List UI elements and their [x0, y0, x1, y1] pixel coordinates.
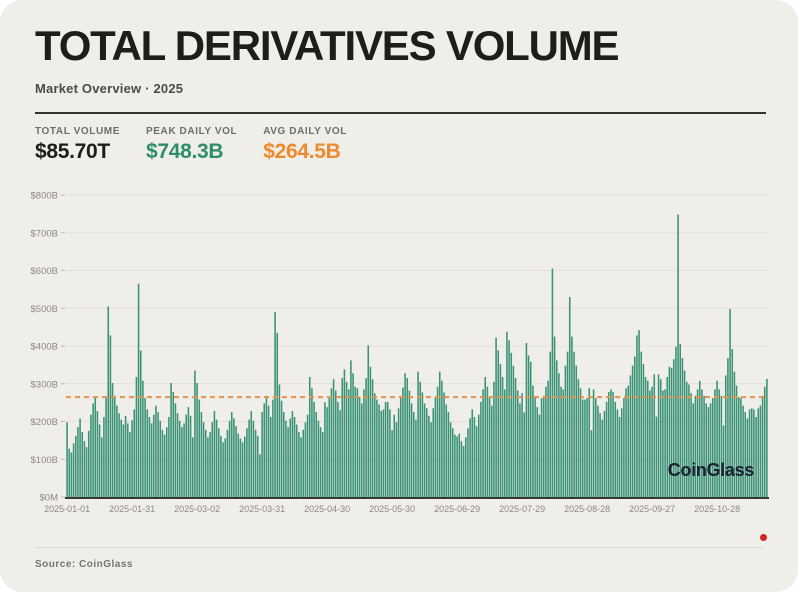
svg-text:$700B: $700B [31, 228, 58, 239]
svg-text:2025-05-30: 2025-05-30 [369, 504, 415, 514]
page-title: TOTAL DERIVATIVES VOLUME [35, 22, 620, 69]
stat-total-volume: TOTAL VOLUME $85.70T [35, 126, 120, 164]
title-divider [35, 112, 766, 114]
svg-text:2025-03-31: 2025-03-31 [239, 504, 285, 514]
stat-value: $264.5B [263, 140, 341, 163]
stat-peak-daily-vol: PEAK DAILY VOL $748.3B [146, 126, 237, 164]
svg-text:2025-08-28: 2025-08-28 [564, 504, 610, 514]
footer-divider [35, 547, 763, 548]
svg-text:2025-07-29: 2025-07-29 [499, 504, 545, 514]
subtitle: Market Overview · 2025 [35, 81, 184, 96]
svg-text:2025-06-29: 2025-06-29 [434, 504, 480, 514]
source-note: Source: CoinGlass [35, 559, 133, 570]
svg-text:$300B: $300B [31, 379, 58, 390]
stat-label: PEAK DAILY VOL [145, 126, 238, 137]
svg-text:2025-10-28: 2025-10-28 [694, 504, 740, 514]
coinglass-watermark: CoinGlass [667, 460, 755, 480]
svg-text:2025-03-02: 2025-03-02 [174, 504, 220, 514]
stat-avg-daily-vol: AVG DAILY VOL $264.5B [263, 126, 347, 164]
svg-text:2025-01-31: 2025-01-31 [109, 504, 155, 514]
stat-value: $85.70T [35, 140, 110, 163]
svg-text:$0M: $0M [40, 493, 59, 504]
svg-text:$100B: $100B [31, 455, 58, 466]
svg-text:$400B: $400B [31, 342, 58, 353]
stat-label: TOTAL VOLUME [35, 126, 120, 137]
stat-value: $748.3B [145, 140, 224, 163]
svg-text:$800B: $800B [31, 191, 58, 202]
svg-text:2025-01-01: 2025-01-01 [44, 504, 90, 514]
svg-text:$200B: $200B [31, 417, 58, 428]
svg-text:2025-04-30: 2025-04-30 [304, 504, 350, 514]
svg-text:$600B: $600B [31, 266, 58, 277]
red-status-dot [760, 534, 767, 541]
stat-label: AVG DAILY VOL [263, 126, 347, 137]
svg-text:$500B: $500B [31, 304, 58, 315]
stats-row: TOTAL VOLUME $85.70T PEAK DAILY VOL $748… [35, 126, 373, 164]
svg-text:2025-09-27: 2025-09-27 [629, 504, 675, 514]
